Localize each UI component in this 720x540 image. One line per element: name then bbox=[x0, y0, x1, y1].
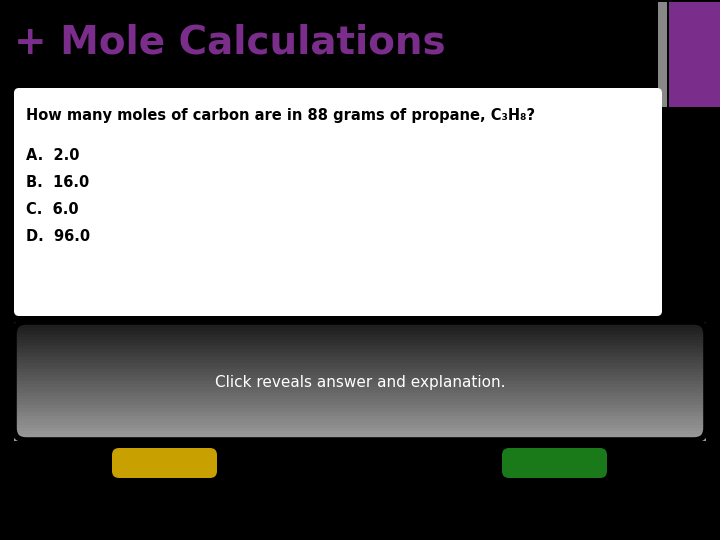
FancyBboxPatch shape bbox=[14, 331, 706, 335]
FancyBboxPatch shape bbox=[14, 410, 706, 415]
FancyBboxPatch shape bbox=[14, 393, 706, 397]
FancyBboxPatch shape bbox=[14, 346, 706, 349]
FancyBboxPatch shape bbox=[14, 387, 706, 391]
FancyBboxPatch shape bbox=[14, 337, 706, 341]
Text: B.  16.0: B. 16.0 bbox=[26, 175, 89, 190]
FancyBboxPatch shape bbox=[658, 2, 667, 107]
Text: How many moles of carbon are in 88 grams of propane, C₃H₈?: How many moles of carbon are in 88 grams… bbox=[26, 108, 535, 123]
FancyBboxPatch shape bbox=[669, 2, 720, 107]
FancyBboxPatch shape bbox=[14, 88, 662, 316]
Text: Click reveals answer and explanation.: Click reveals answer and explanation. bbox=[215, 375, 505, 389]
FancyBboxPatch shape bbox=[14, 348, 706, 353]
FancyBboxPatch shape bbox=[14, 328, 706, 332]
FancyBboxPatch shape bbox=[14, 357, 706, 361]
Text: + Mole Calculations: + Mole Calculations bbox=[14, 24, 446, 62]
FancyBboxPatch shape bbox=[14, 402, 706, 406]
Text: Source: Source bbox=[669, 8, 712, 21]
Text: A.  2.0: A. 2.0 bbox=[26, 148, 79, 163]
FancyBboxPatch shape bbox=[14, 352, 706, 355]
FancyBboxPatch shape bbox=[112, 448, 217, 478]
FancyBboxPatch shape bbox=[14, 372, 706, 376]
FancyBboxPatch shape bbox=[14, 378, 706, 382]
FancyBboxPatch shape bbox=[14, 420, 706, 423]
FancyBboxPatch shape bbox=[14, 325, 706, 329]
FancyBboxPatch shape bbox=[14, 369, 706, 373]
FancyBboxPatch shape bbox=[14, 404, 706, 409]
FancyBboxPatch shape bbox=[14, 354, 706, 359]
FancyBboxPatch shape bbox=[14, 366, 706, 370]
FancyBboxPatch shape bbox=[0, 0, 720, 82]
FancyBboxPatch shape bbox=[502, 448, 607, 478]
FancyBboxPatch shape bbox=[14, 390, 706, 394]
FancyBboxPatch shape bbox=[14, 334, 706, 338]
FancyBboxPatch shape bbox=[14, 408, 706, 411]
FancyBboxPatch shape bbox=[14, 384, 706, 388]
FancyBboxPatch shape bbox=[14, 428, 706, 432]
Text: LO 1.4:  The student is able to connect the number of particles, moles, mass and: LO 1.4: The student is able to connect t… bbox=[10, 490, 604, 521]
FancyBboxPatch shape bbox=[14, 437, 706, 441]
FancyBboxPatch shape bbox=[14, 343, 706, 347]
FancyBboxPatch shape bbox=[14, 363, 706, 367]
FancyBboxPatch shape bbox=[14, 426, 706, 429]
Text: D.  96.0: D. 96.0 bbox=[26, 229, 90, 244]
FancyBboxPatch shape bbox=[14, 322, 706, 326]
FancyBboxPatch shape bbox=[14, 422, 706, 426]
Text: C.  6.0: C. 6.0 bbox=[26, 202, 78, 217]
FancyBboxPatch shape bbox=[14, 381, 706, 385]
FancyBboxPatch shape bbox=[14, 434, 706, 438]
FancyBboxPatch shape bbox=[14, 396, 706, 400]
FancyBboxPatch shape bbox=[14, 414, 706, 417]
FancyBboxPatch shape bbox=[14, 375, 706, 379]
FancyBboxPatch shape bbox=[14, 340, 706, 343]
FancyBboxPatch shape bbox=[14, 399, 706, 403]
FancyBboxPatch shape bbox=[14, 360, 706, 364]
FancyBboxPatch shape bbox=[14, 431, 706, 435]
FancyBboxPatch shape bbox=[0, 442, 720, 500]
FancyBboxPatch shape bbox=[14, 416, 706, 420]
